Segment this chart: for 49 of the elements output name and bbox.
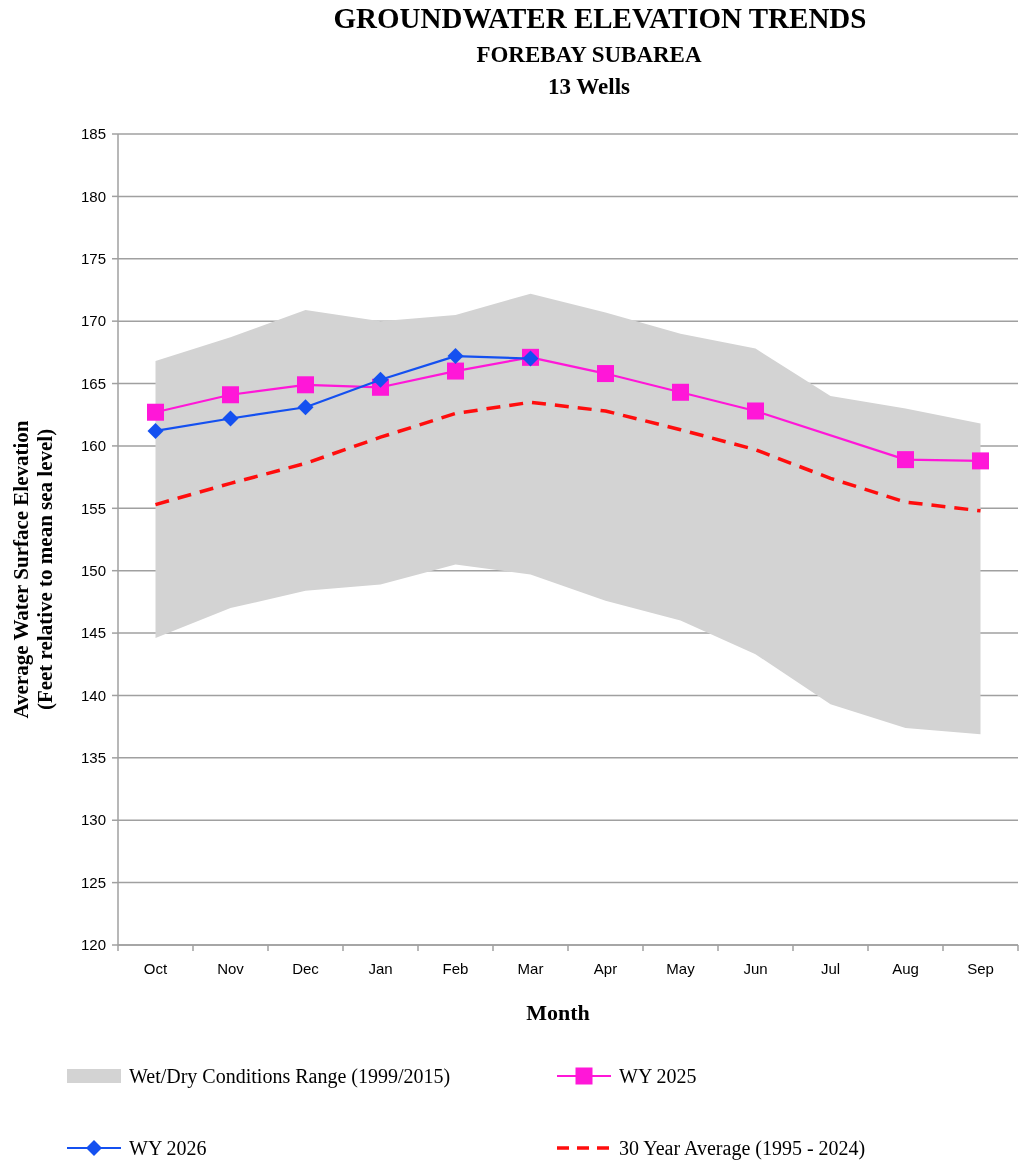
point (222, 410, 239, 427)
y-tick-label: 140 (80, 686, 106, 704)
legend-label: WY 2025 (619, 1065, 697, 1087)
x-tick-label: Jul (820, 960, 841, 977)
point (597, 365, 614, 383)
x-tick-label: Mar (517, 960, 544, 977)
x-tick-label: May (666, 960, 696, 977)
point (297, 376, 314, 394)
x-tick-label: Jan (368, 960, 393, 977)
line-series (153, 400, 983, 513)
point (447, 362, 464, 380)
y-tick-label: 185 (80, 125, 106, 143)
y-axis-title: Average Water Surface Elevation (Feet relative to mean sea level) (9, 420, 57, 719)
legend-label: Wet/Dry Conditions Range (1999/2015) (129, 1065, 451, 1088)
y-tick-label: 150 (80, 561, 106, 579)
y-tick-label: 170 (80, 312, 106, 330)
x-tick-label: Nov (217, 960, 245, 977)
x-tick-label: Aug (892, 960, 919, 977)
point (747, 402, 764, 420)
chart-subtitle: FOREBAY SUBAREA 13 Wells (476, 42, 702, 99)
y-tick-label: 165 (80, 374, 106, 392)
x-tick-label: Sep (967, 960, 994, 977)
y-tick-label: 180 (80, 187, 106, 205)
point (372, 371, 389, 388)
y-tick-label: 155 (80, 499, 106, 517)
point (972, 452, 989, 470)
point (897, 451, 914, 469)
chart-title: GROUNDWATER ELEVATION TRENDS (333, 2, 867, 34)
x-tick-label: Apr (593, 960, 618, 977)
x-tick-label: Feb (442, 960, 469, 977)
x-axis-title: Month (526, 1000, 590, 1025)
y-tick-label: 160 (80, 437, 106, 455)
x-tick-label: Jun (743, 960, 768, 977)
x-tick-label: Oct (143, 960, 168, 977)
point (672, 383, 689, 401)
point (447, 348, 464, 365)
legend-label: 30 Year Average (1995 - 2024) (619, 1137, 866, 1160)
point (147, 403, 164, 421)
point (222, 386, 239, 404)
y-tick-label: 145 (80, 624, 106, 642)
y-tick-label: 120 (80, 936, 106, 954)
y-tick-label: 175 (80, 250, 106, 268)
y-tick-label: 125 (80, 873, 106, 891)
point (147, 422, 164, 439)
legend-label: WY 2026 (129, 1137, 207, 1159)
point (297, 399, 314, 416)
y-tick-label: 130 (80, 811, 106, 829)
y-tick-label: 135 (80, 749, 106, 767)
x-tick-label: Dec (292, 960, 320, 977)
